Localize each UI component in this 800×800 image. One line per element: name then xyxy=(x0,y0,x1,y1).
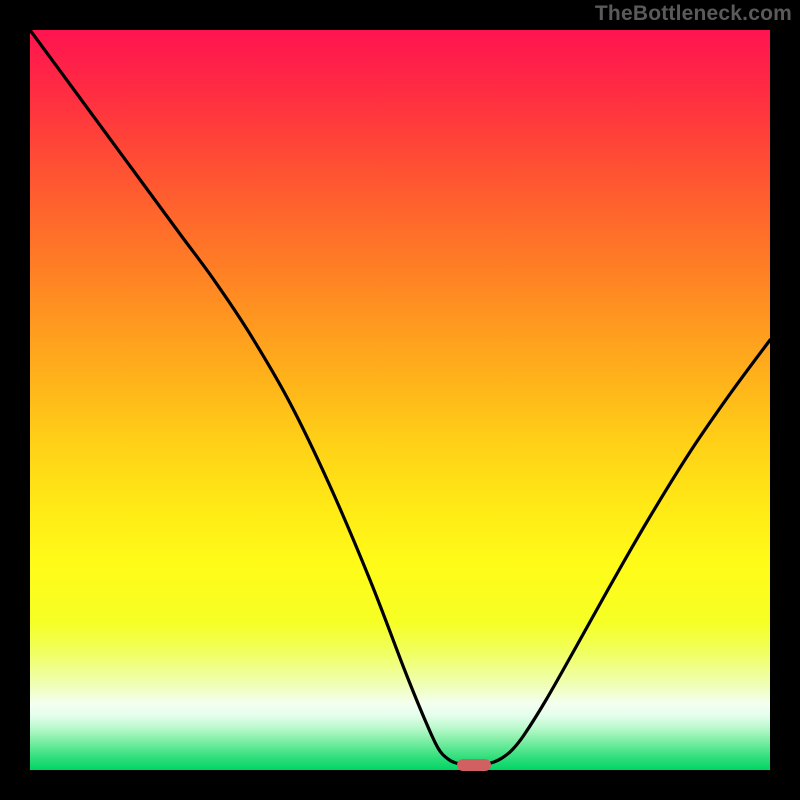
watermark-text: TheBottleneck.com xyxy=(595,2,792,26)
bottleneck-chart xyxy=(0,0,800,800)
chart-container: { "watermark": { "text": "TheBottleneck.… xyxy=(0,0,800,800)
optimal-marker xyxy=(457,759,491,771)
